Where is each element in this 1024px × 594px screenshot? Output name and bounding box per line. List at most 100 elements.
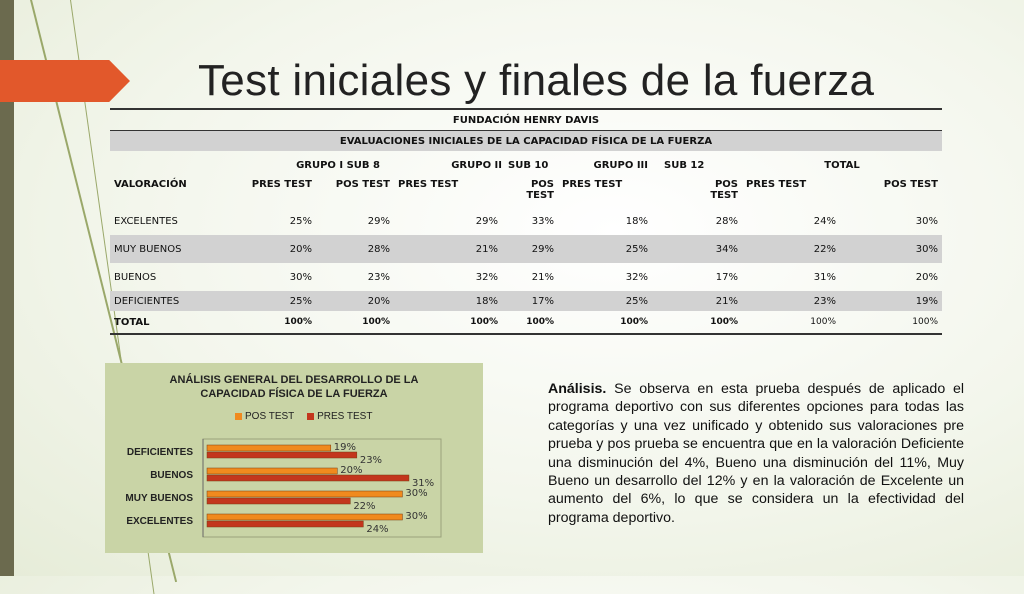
fuerza-table: FUNDACIÓN HENRY DAVIS EVALUACIONES INICI… bbox=[110, 108, 942, 335]
bar-chart: DEFICIENTES 19% 23% BUENOS 20% 31% MUY BUENOS 3… bbox=[125, 438, 442, 538]
table-cell: 34% bbox=[652, 235, 742, 263]
title-arrow-tab bbox=[0, 60, 130, 102]
analysis-text: Análisis. Se observa en esta prueba desp… bbox=[548, 380, 964, 527]
column-header-row: VALORACIÓN PRES TEST POS TEST PRES TEST … bbox=[110, 179, 942, 207]
col-header: POS TEST bbox=[502, 179, 558, 207]
table-cell: 30% bbox=[289, 271, 312, 283]
col-header: PRES TEST bbox=[562, 179, 623, 190]
table-cell: 25% bbox=[238, 291, 316, 311]
col-header-part: TEST bbox=[710, 190, 738, 201]
data-label: 20% bbox=[340, 465, 362, 476]
data-label: 24% bbox=[366, 524, 388, 535]
eval-title-row: EVALUACIONES INICIALES DE LA CAPACIDAD F… bbox=[110, 130, 942, 151]
table-cell: 25% bbox=[289, 215, 312, 227]
table-cell: 31% bbox=[813, 271, 836, 283]
col-header-part: POS bbox=[714, 179, 738, 190]
group-label: SUB 12 bbox=[664, 159, 705, 171]
table-cell: 32% bbox=[475, 271, 498, 283]
table-cell: 100% bbox=[742, 311, 840, 335]
category-label: EXCELENTES bbox=[126, 516, 193, 527]
table-row: EXCELENTES 25% 29% 29% 33% 18% 28% 24% 3… bbox=[110, 207, 942, 235]
chart-title: ANÁLISIS GENERAL DEL DESARROLLO DE LA CA… bbox=[169, 374, 419, 400]
bar-pos-test bbox=[206, 513, 403, 521]
table-cell: 18% bbox=[625, 215, 648, 227]
col-header: PRES TEST bbox=[746, 179, 807, 190]
category-label: DEFICIENTES bbox=[127, 447, 193, 458]
table-cell: 28% bbox=[316, 235, 394, 263]
table-cell: 100% bbox=[502, 311, 558, 335]
table-cell: 32% bbox=[625, 271, 648, 283]
table-cell: 22% bbox=[742, 235, 840, 263]
table-cell: 17% bbox=[715, 271, 738, 283]
legend-swatch bbox=[235, 412, 242, 420]
table-cell: 30% bbox=[840, 235, 942, 263]
table-cell: 100% bbox=[558, 311, 652, 335]
col-header: VALORACIÓN bbox=[114, 179, 187, 190]
data-label: 30% bbox=[405, 488, 427, 499]
table-cell: 29% bbox=[475, 215, 498, 227]
table-cell: 30% bbox=[915, 215, 938, 227]
bar-pos-test bbox=[206, 467, 338, 475]
table-cell: 29% bbox=[502, 235, 558, 263]
bar-pres-test bbox=[206, 520, 364, 528]
analysis-body: Se observa en esta prueba después de apl… bbox=[548, 381, 964, 526]
row-label: MUY BUENOS bbox=[110, 235, 238, 263]
legend-swatch bbox=[307, 412, 315, 420]
org-row: FUNDACIÓN HENRY DAVIS bbox=[110, 108, 942, 131]
row-label: BUENOS bbox=[114, 271, 157, 283]
data-label: 19% bbox=[334, 442, 356, 453]
table-cell: 100% bbox=[316, 311, 394, 335]
data-label: 31% bbox=[412, 478, 434, 489]
table-cell: 18% bbox=[394, 291, 502, 311]
table-cell: 100% bbox=[652, 311, 742, 335]
table-cell: 21% bbox=[652, 291, 742, 311]
col-header: POS TEST bbox=[883, 179, 938, 190]
category-label: BUENOS bbox=[150, 470, 193, 481]
table-cell: 20% bbox=[316, 291, 394, 311]
group-header-row: GRUPO I SUB 8 GRUPO II SUB 10 GRUPO III … bbox=[110, 151, 942, 179]
total-row: TOTAL 100% 100% 100% 100% 100% 100% 100%… bbox=[110, 311, 942, 335]
table-cell: 28% bbox=[715, 215, 738, 227]
bar-pres-test bbox=[206, 497, 351, 505]
bar-pres-test bbox=[206, 474, 410, 482]
group-label: GRUPO II bbox=[451, 159, 502, 171]
table-cell: 20% bbox=[238, 235, 316, 263]
legend-label: POS TEST bbox=[245, 411, 295, 422]
legend-item: PRES TEST bbox=[307, 411, 372, 422]
col-header-part: POS bbox=[530, 179, 554, 190]
eval-title: EVALUACIONES INICIALES DE LA CAPACIDAD F… bbox=[110, 130, 942, 151]
table-cell: 29% bbox=[367, 215, 390, 227]
bar-pres-test bbox=[206, 451, 358, 459]
data-label: 30% bbox=[405, 511, 427, 522]
table-row: MUY BUENOS 20% 28% 21% 29% 25% 34% 22% 3… bbox=[110, 235, 942, 263]
analysis-heading: Análisis. bbox=[548, 381, 607, 397]
table-cell: 21% bbox=[531, 271, 554, 283]
left-accent-bar bbox=[0, 0, 14, 576]
col-header: POS TEST bbox=[335, 179, 390, 190]
table-cell: 33% bbox=[531, 215, 554, 227]
table-cell: 23% bbox=[367, 271, 390, 283]
table-cell: 19% bbox=[840, 291, 942, 311]
data-label: 23% bbox=[360, 455, 382, 466]
group-label: GRUPO III bbox=[593, 159, 648, 171]
table-cell: 25% bbox=[558, 235, 652, 263]
bar-pos-test bbox=[206, 490, 403, 498]
row-label: TOTAL bbox=[110, 311, 238, 335]
table-cell: 100% bbox=[840, 311, 942, 335]
group-label: SUB 10 bbox=[508, 159, 549, 171]
table-row: BUENOS 30% 23% 32% 21% 32% 17% 31% 20% bbox=[110, 263, 942, 291]
data-label: 22% bbox=[353, 501, 375, 512]
col-header: POS TEST bbox=[652, 179, 742, 207]
col-header: PRES TEST bbox=[251, 179, 312, 190]
table-cell: 21% bbox=[394, 235, 502, 263]
row-label: EXCELENTES bbox=[114, 215, 178, 227]
chart-legend: POS TEST PRES TEST bbox=[235, 411, 382, 422]
group-label: TOTAL bbox=[824, 159, 860, 171]
col-header: PRES TEST bbox=[398, 179, 459, 190]
table-row: DEFICIENTES 25% 20% 18% 17% 25% 21% 23% … bbox=[110, 291, 942, 311]
page-title: Test iniciales y finales de la fuerza bbox=[198, 56, 875, 105]
table-cell: 17% bbox=[502, 291, 558, 311]
row-label: DEFICIENTES bbox=[110, 291, 238, 311]
table-cell: 100% bbox=[238, 311, 316, 335]
chart-panel: ANÁLISIS GENERAL DEL DESARROLLO DE LA CA… bbox=[105, 363, 483, 553]
